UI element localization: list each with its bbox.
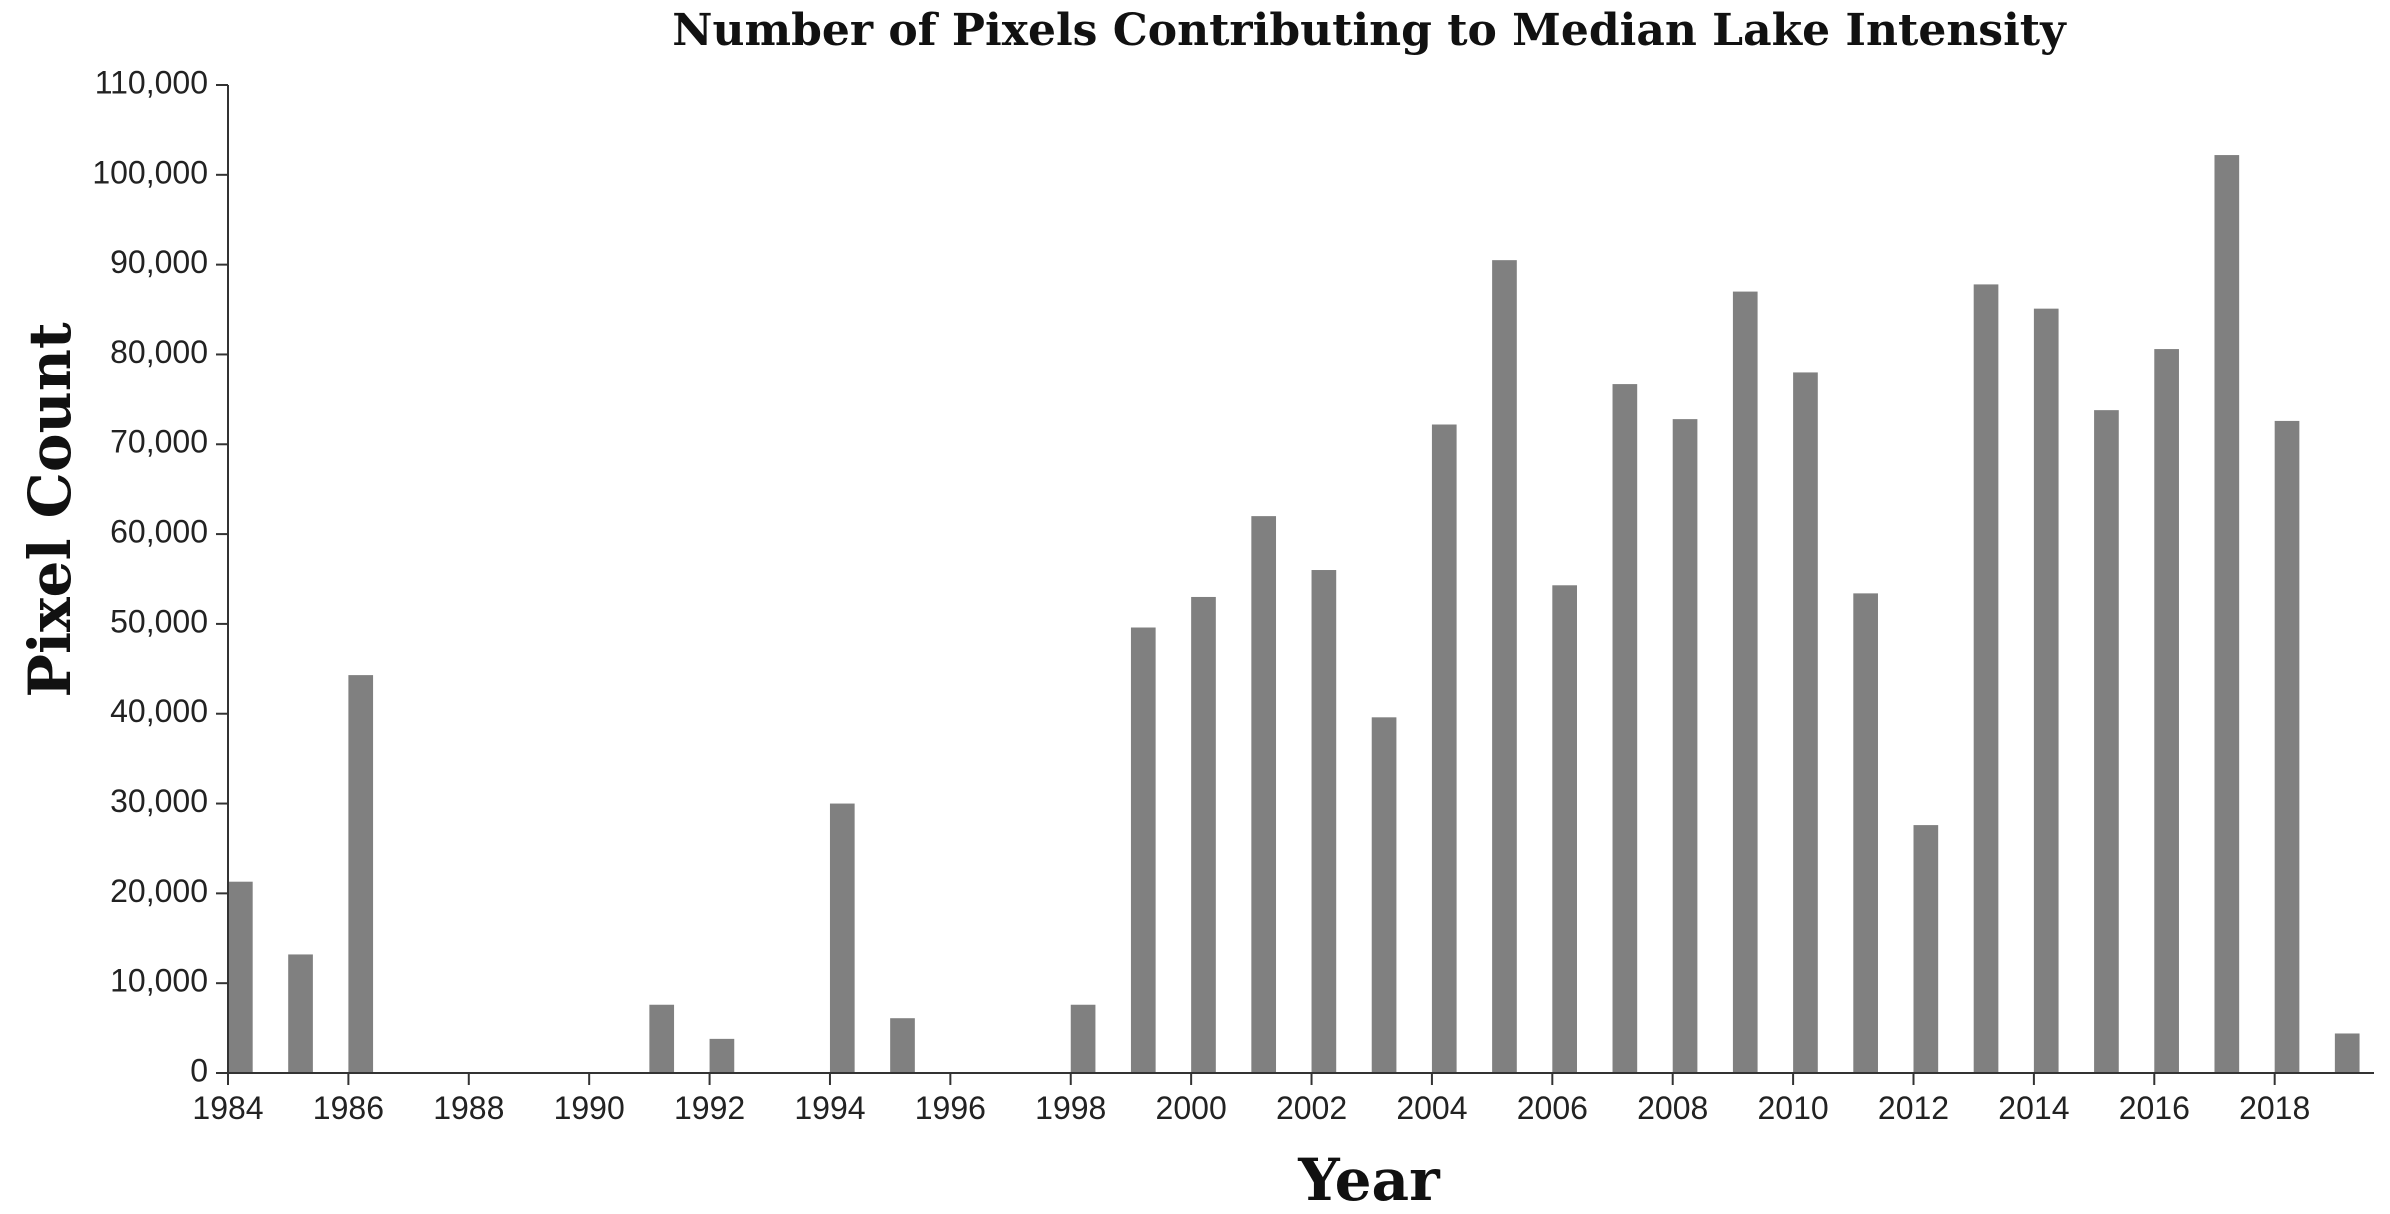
bar-2013 (1973, 284, 1999, 1073)
bar-2015 (2094, 410, 2119, 1073)
y-tick-label-30000: 30,000 (110, 783, 208, 819)
x-tick-label-2012: 2012 (1878, 1090, 1949, 1126)
bar-2014 (2033, 308, 2059, 1073)
x-axis: 1984 1986 1988 1990 1992 1994 1996 1998 2000 2002… (192, 1072, 2374, 1126)
x-tick-label-1988: 1988 (433, 1090, 504, 1126)
bar-2018 (2274, 420, 2300, 1073)
bar-2001 (1251, 516, 1277, 1073)
y-tick-label-40000: 40,000 (110, 693, 208, 729)
x-tick-label-2008: 2008 (1637, 1090, 1708, 1126)
bar-2005 (1492, 260, 1517, 1073)
x-tick-label-1986: 1986 (313, 1090, 384, 1126)
bar-2002 (1311, 570, 1337, 1073)
y-axis: 0 10,000 20,000 30,000 40,000 50,000 60,000 70,… (92, 64, 229, 1088)
x-tick-label-2016: 2016 (2119, 1090, 2190, 1126)
bar-1984 (228, 881, 253, 1073)
bar-2007 (1612, 384, 1638, 1074)
y-axis-label: Pixel Count (16, 322, 84, 698)
y-tick-label-50000: 50,000 (110, 603, 208, 639)
bar-1992 (709, 1038, 735, 1073)
bar-2006 (1552, 585, 1577, 1073)
bars-group (228, 155, 2360, 1074)
x-tick-label-1998: 1998 (1035, 1090, 1106, 1126)
bar-2004 (1431, 424, 1457, 1073)
bar-1999 (1130, 627, 1156, 1073)
bar-1998 (1070, 1004, 1096, 1073)
bar-1985 (288, 954, 313, 1073)
bar-1994 (829, 803, 855, 1073)
y-tick-label-20000: 20,000 (110, 873, 208, 909)
x-tick-label-2018: 2018 (2239, 1090, 2310, 1126)
bar-2011 (1853, 593, 1878, 1073)
bar-1986 (348, 675, 374, 1073)
bar-1995 (890, 1018, 915, 1073)
bar-2019 (2334, 1033, 2360, 1073)
x-tick-label-1996: 1996 (915, 1090, 986, 1126)
bar-2012 (1913, 825, 1939, 1073)
bar-2010 (1793, 372, 1818, 1073)
bar-1991 (649, 1004, 675, 1073)
y-tick-label-90000: 90,000 (110, 244, 208, 280)
y-tick-label-110000: 110,000 (95, 64, 208, 100)
y-tick-label-60000: 60,000 (110, 514, 208, 550)
x-tick-label-1984: 1984 (192, 1090, 263, 1126)
x-tick-label-1990: 1990 (554, 1090, 625, 1126)
y-tick-label-100000: 100,000 (92, 154, 208, 190)
bar-2009 (1732, 291, 1758, 1074)
x-tick-label-1994: 1994 (794, 1090, 865, 1126)
bar-2003 (1371, 717, 1397, 1073)
y-tick-label-10000: 10,000 (110, 963, 208, 999)
chart-title: Number of Pixels Contributing to Median … (672, 5, 2067, 56)
bar-2008 (1672, 419, 1698, 1073)
bar-2000 (1191, 596, 1216, 1073)
y-tick-label-0: 0 (190, 1052, 208, 1088)
x-tick-label-2002: 2002 (1276, 1090, 1347, 1126)
x-tick-label-2006: 2006 (1517, 1090, 1588, 1126)
bar-2017 (2214, 155, 2240, 1073)
x-tick-label-2010: 2010 (1758, 1090, 1829, 1126)
x-axis-label: Year (1297, 1146, 1441, 1214)
x-tick-label-2000: 2000 (1156, 1090, 1227, 1126)
y-tick-label-70000: 70,000 (110, 424, 208, 460)
x-tick-label-1992: 1992 (674, 1090, 745, 1126)
bar-2016 (2154, 349, 2179, 1073)
x-tick-label-2004: 2004 (1396, 1090, 1467, 1126)
y-tick-label-80000: 80,000 (110, 334, 208, 370)
x-tick-label-2014: 2014 (1998, 1090, 2069, 1126)
